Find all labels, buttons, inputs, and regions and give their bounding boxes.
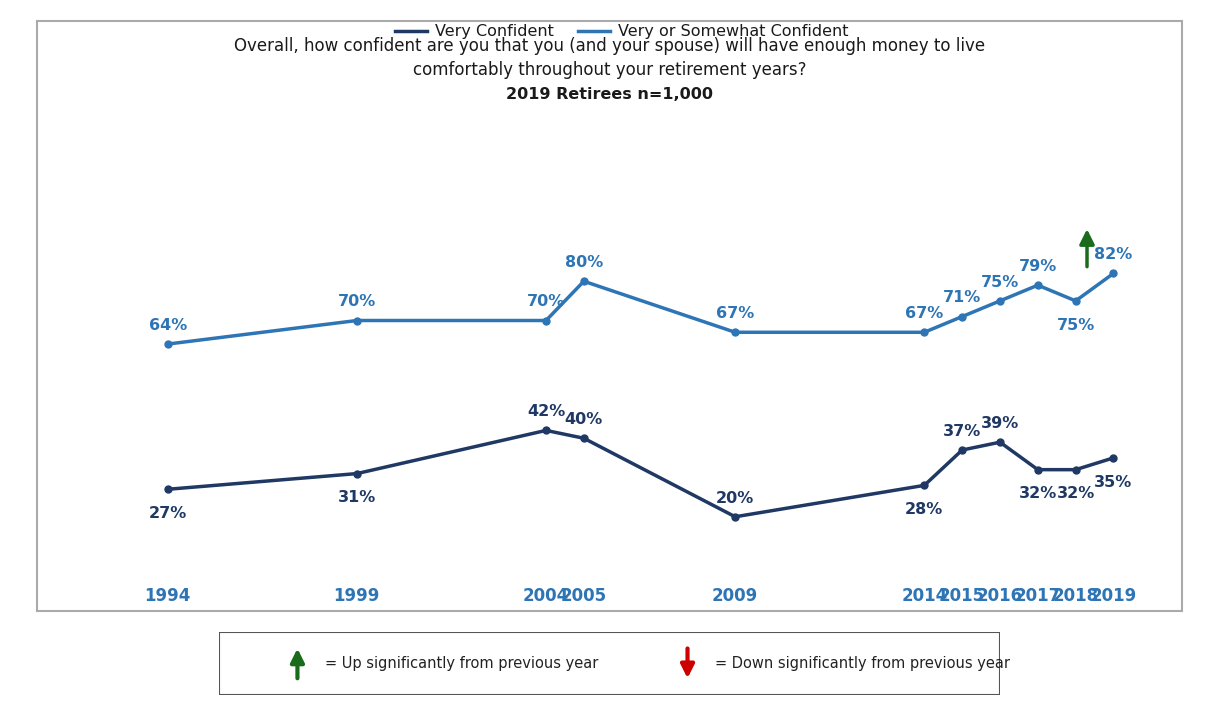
Text: 32%: 32% [1057, 486, 1095, 501]
Text: 2019 Retirees n=1,000: 2019 Retirees n=1,000 [506, 87, 713, 102]
Text: 79%: 79% [1019, 259, 1057, 274]
FancyBboxPatch shape [219, 632, 1000, 695]
Legend: Very Confident, Very or Somewhat Confident: Very Confident, Very or Somewhat Confide… [389, 18, 855, 46]
Text: 27%: 27% [149, 506, 187, 521]
Text: 64%: 64% [149, 318, 187, 333]
Text: 31%: 31% [338, 490, 375, 505]
Text: 71%: 71% [944, 291, 981, 305]
Text: 20%: 20% [716, 491, 755, 505]
Text: 28%: 28% [906, 502, 944, 517]
Text: 80%: 80% [564, 255, 603, 270]
Text: Overall, how confident are you that you (and your spouse) will have enough money: Overall, how confident are you that you … [234, 37, 985, 55]
Text: 82%: 82% [1095, 247, 1132, 263]
Text: 70%: 70% [527, 294, 566, 310]
Text: 67%: 67% [906, 306, 944, 322]
Text: 42%: 42% [527, 404, 566, 419]
Text: comfortably throughout your retirement years?: comfortably throughout your retirement y… [413, 61, 806, 79]
Text: = Down significantly from previous year: = Down significantly from previous year [714, 656, 1009, 671]
Text: = Up significantly from previous year: = Up significantly from previous year [324, 656, 599, 671]
Text: 75%: 75% [981, 274, 1019, 290]
Text: 40%: 40% [564, 412, 603, 427]
Text: 70%: 70% [338, 294, 375, 310]
Text: 39%: 39% [981, 416, 1019, 431]
Text: 67%: 67% [716, 306, 755, 322]
Text: 32%: 32% [1019, 486, 1057, 501]
Text: 35%: 35% [1095, 475, 1132, 489]
Text: 37%: 37% [944, 424, 981, 439]
Text: 75%: 75% [1057, 317, 1095, 333]
